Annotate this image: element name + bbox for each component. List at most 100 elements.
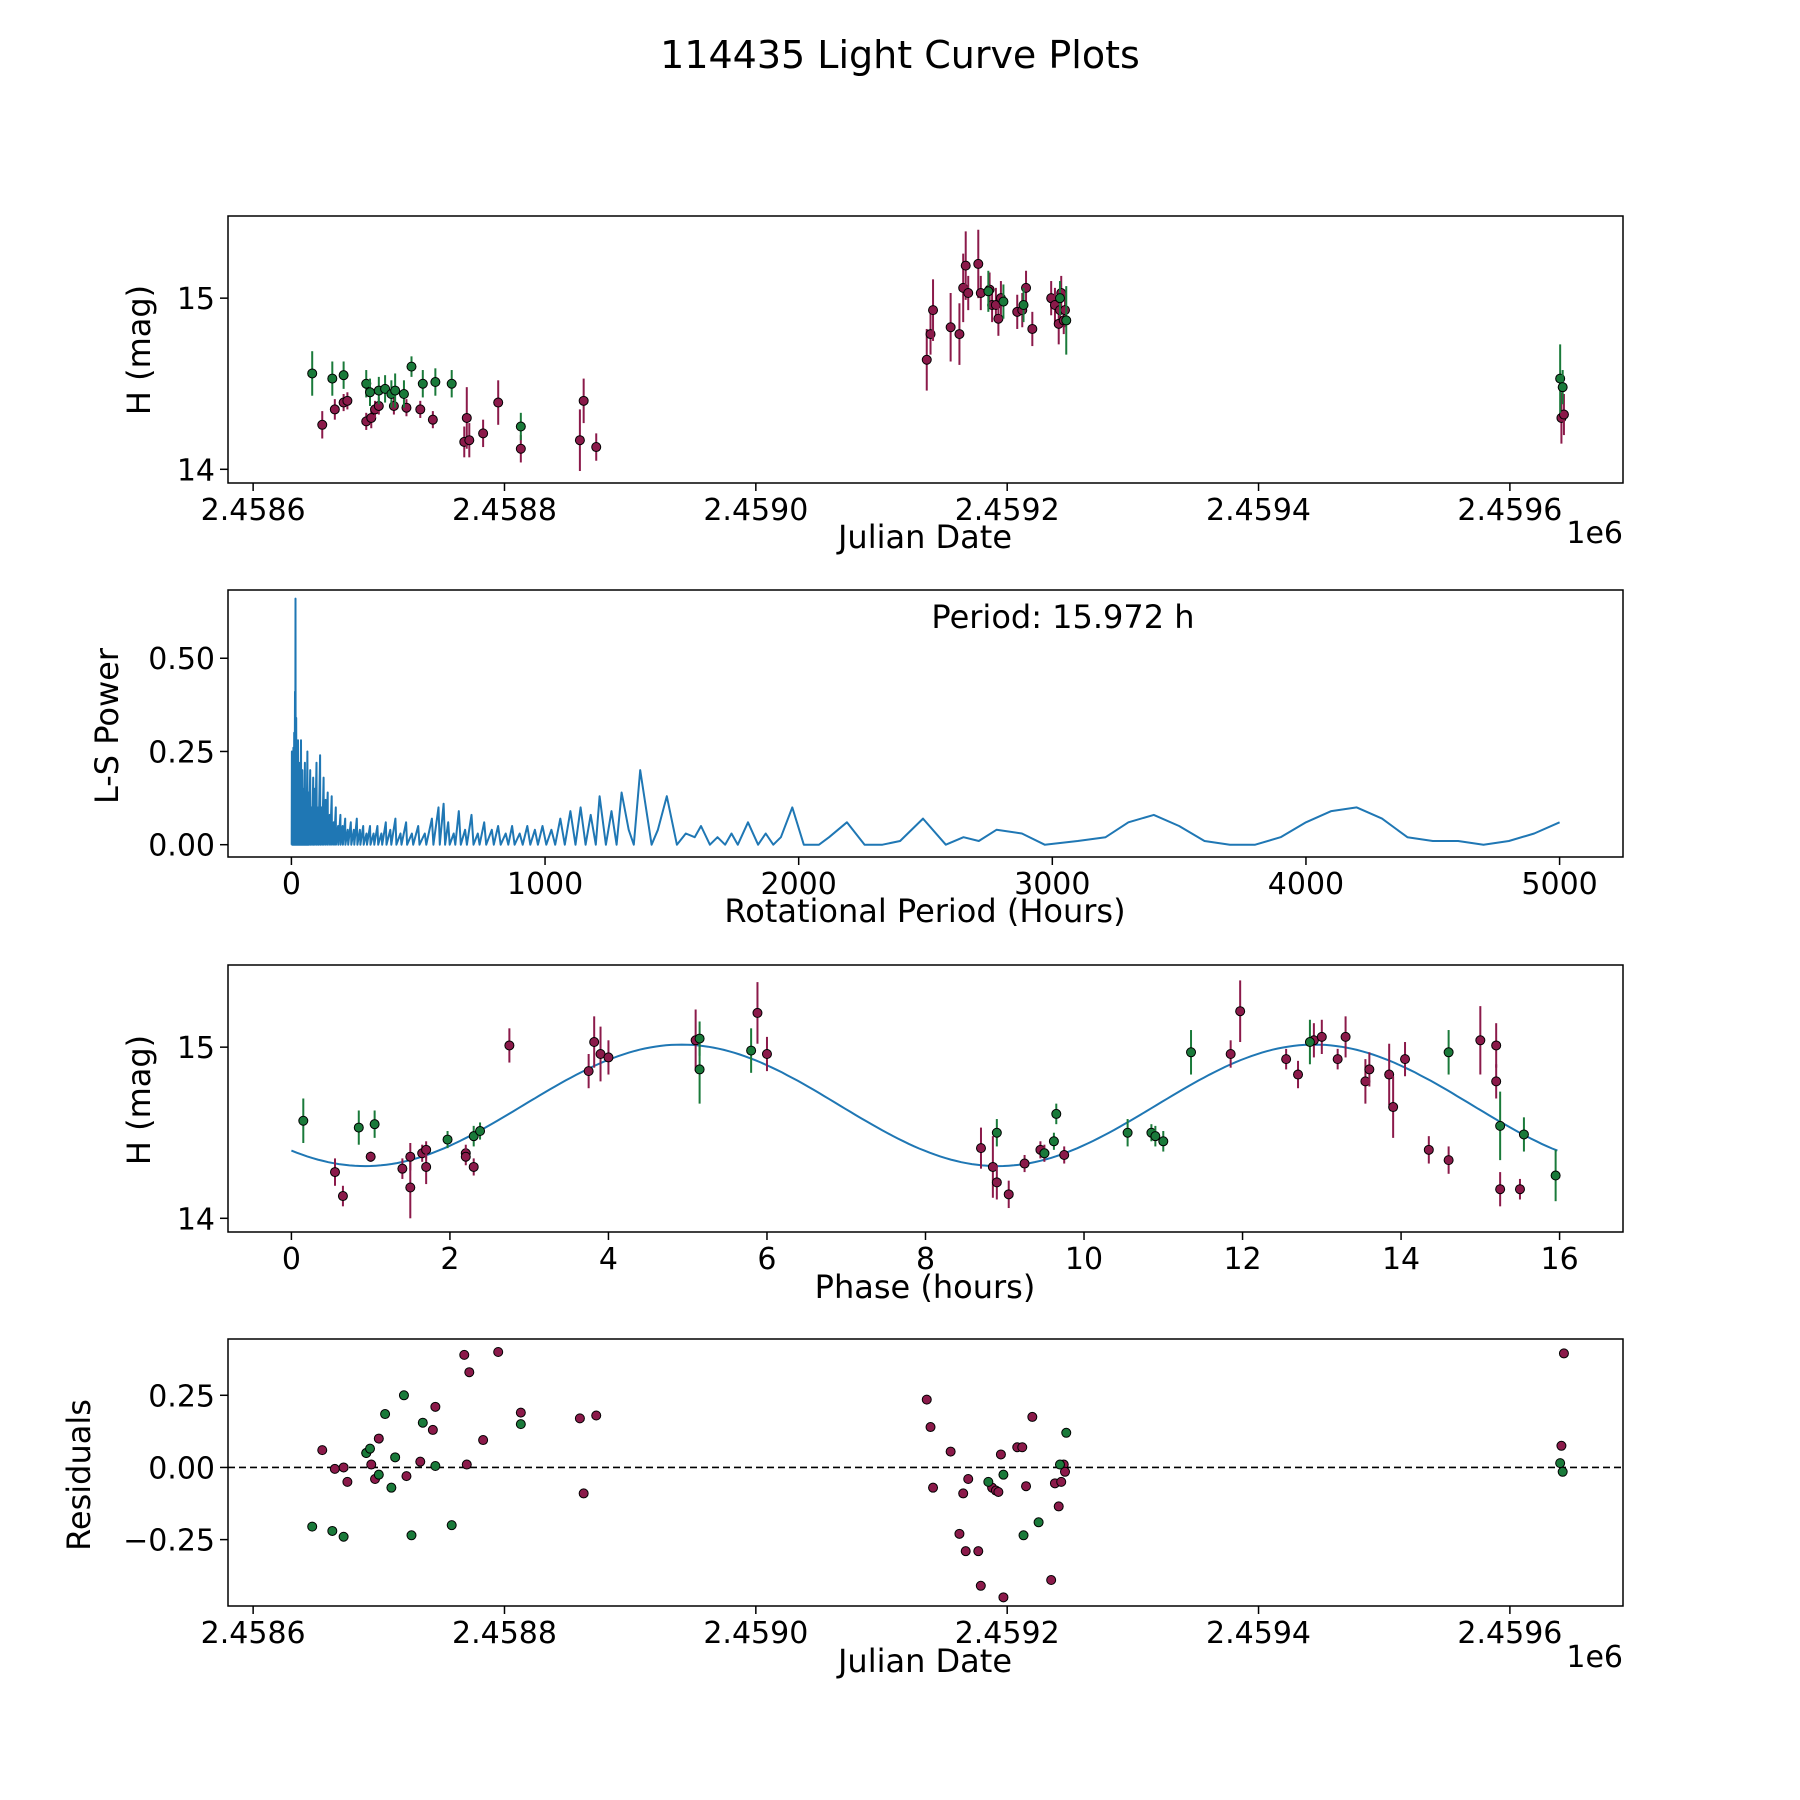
phase-red-point	[1003, 1189, 1014, 1200]
phase-red-point	[752, 1007, 763, 1018]
lc-green-point	[365, 387, 376, 398]
phase-xtick-label: 6	[757, 1242, 776, 1277]
phase-plot-area	[291, 980, 1561, 1219]
phase-green-point	[475, 1126, 486, 1137]
resid-red-point	[591, 1410, 602, 1421]
phase-green-point	[1443, 1047, 1454, 1058]
resid-red-point	[973, 1546, 984, 1557]
ls-xlabel: Rotational Period (Hours)	[724, 892, 1125, 930]
periodogram-line	[290, 597, 1561, 846]
phase-red-point	[1475, 1035, 1486, 1046]
resid-green-point	[1018, 1530, 1029, 1541]
phase-green-point	[1039, 1148, 1050, 1159]
lc-red-point	[945, 322, 956, 333]
resid-offset-text: 1e6	[1566, 1640, 1623, 1675]
phase-green-point	[694, 1064, 705, 1075]
ls-ylabel: L-S Power	[88, 647, 126, 804]
phased-curve-panel: H (mag) Phase (hours) 0 2 4 6 8 10 12 14 16 14 15	[120, 964, 1624, 1306]
resid-red-point	[578, 1488, 589, 1499]
ls-xtick-label: 2000	[761, 867, 837, 902]
phase-red-point	[421, 1161, 432, 1172]
phase-red-point	[504, 1040, 515, 1051]
resid-red-point	[998, 1592, 1009, 1603]
ls-ytick-label: 0.00	[148, 829, 215, 864]
resid-red-point	[945, 1446, 956, 1457]
phase-green-point	[1051, 1108, 1062, 1119]
phase-green-point	[369, 1119, 380, 1130]
phase-xtick-label: 0	[282, 1242, 301, 1277]
resid-red-point	[574, 1413, 585, 1424]
resid-ytick-label: 0.25	[148, 1379, 215, 1414]
phase-red-point	[1059, 1149, 1070, 1160]
lc-red-point	[1027, 323, 1038, 334]
resid-ytick-label: −0.25	[123, 1524, 215, 1559]
resid-green-point	[373, 1469, 384, 1480]
resid-green-point	[307, 1521, 318, 1532]
resid-axes-frame	[227, 1338, 1624, 1607]
phase-green-point	[1186, 1047, 1197, 1058]
resid-green-point	[1054, 1459, 1065, 1470]
resid-red-point	[995, 1449, 1006, 1460]
phase-red-point	[330, 1167, 341, 1178]
phase-red-point	[1423, 1144, 1434, 1155]
resid-red-point	[1558, 1348, 1569, 1359]
resid-red-point	[401, 1471, 412, 1482]
lc-red-point	[921, 354, 932, 365]
phase-green-point	[1048, 1136, 1059, 1147]
phase-green-point	[1495, 1120, 1506, 1131]
ls-xtick-label: 1000	[507, 867, 583, 902]
lc-red-point	[963, 288, 974, 299]
resid-green-point	[446, 1520, 457, 1531]
lc-green-point	[406, 361, 417, 372]
phase-red-point	[1388, 1102, 1399, 1113]
resid-red-point	[1053, 1501, 1064, 1512]
resid-green-point	[1061, 1427, 1072, 1438]
periodogram-panel: L-S Power Rotational Period (Hours) Peri…	[88, 589, 1624, 930]
resid-red-point	[1046, 1575, 1057, 1586]
phase-ylabel: H (mag)	[120, 1035, 158, 1165]
phase-xtick-label: 8	[916, 1242, 935, 1277]
resid-red-point	[427, 1424, 438, 1435]
phase-xtick-label: 10	[1065, 1242, 1103, 1277]
lc-plot-area	[307, 229, 1569, 472]
phase-red-point	[1332, 1054, 1343, 1065]
phase-xtick-label: 14	[1382, 1242, 1420, 1277]
lc-red-point	[461, 412, 472, 423]
resid-red-point	[1021, 1481, 1032, 1492]
phase-red-point	[761, 1049, 772, 1059]
lc-green-point	[327, 373, 338, 384]
lc-red-point	[427, 414, 438, 425]
phase-red-point	[1384, 1069, 1395, 1080]
phase-green-point	[1158, 1136, 1169, 1147]
phase-green-point	[442, 1134, 453, 1145]
ls-xtick-label: 0	[282, 867, 301, 902]
phase-green-point	[468, 1131, 479, 1142]
resid-green-point	[998, 1469, 1009, 1480]
resid-red-point	[958, 1488, 969, 1499]
lc-xtick-label: 2.4596	[1457, 493, 1562, 528]
phase-red-point	[397, 1163, 408, 1174]
resid-xtick-label: 2.4594	[1206, 1616, 1311, 1651]
resid-red-point	[925, 1422, 936, 1433]
phase-ytick-label: 15	[177, 1031, 215, 1066]
lc-red-point	[1060, 305, 1070, 316]
lc-red-point	[342, 395, 353, 406]
resid-red-point	[928, 1482, 939, 1493]
resid-xtick-label: 2.4590	[703, 1616, 808, 1651]
phase-axes-frame	[227, 964, 1624, 1233]
lc-green-point	[1557, 382, 1568, 393]
phase-red-point	[1495, 1184, 1506, 1195]
resid-ytick-label: 0.00	[148, 1451, 215, 1486]
lc-red-point	[960, 260, 971, 271]
lc-red-point	[415, 404, 426, 415]
resid-red-point	[478, 1435, 489, 1446]
resid-xtick-label: 2.4586	[201, 1616, 306, 1651]
lc-xtick-label: 2.4588	[452, 493, 557, 528]
phase-red-point	[468, 1161, 479, 1172]
resid-green-point	[406, 1530, 417, 1541]
lc-green-point	[390, 385, 401, 396]
lc-ytick-label: 14	[177, 453, 215, 488]
lc-red-point	[1558, 409, 1569, 420]
resid-red-point	[329, 1463, 340, 1474]
